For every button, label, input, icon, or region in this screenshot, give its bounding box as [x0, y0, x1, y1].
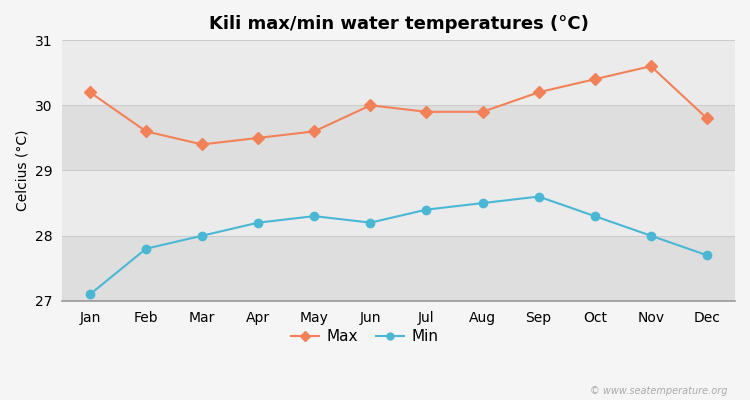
Y-axis label: Celcius (°C): Celcius (°C) [15, 130, 29, 211]
Min [310, 214, 319, 218]
Text: © www.seatemperature.org: © www.seatemperature.org [590, 386, 728, 396]
Max [534, 90, 543, 95]
Min [366, 220, 375, 225]
Max [310, 129, 319, 134]
Title: Kili max/min water temperatures (°C): Kili max/min water temperatures (°C) [209, 15, 589, 33]
Min [254, 220, 262, 225]
Min [534, 194, 543, 199]
Max [703, 116, 712, 121]
Max [422, 110, 431, 114]
Legend: Max, Min: Max, Min [285, 323, 445, 351]
Min [590, 214, 599, 218]
Line: Max: Max [86, 62, 711, 148]
Max [646, 64, 656, 68]
Min [646, 233, 656, 238]
Max [478, 110, 487, 114]
Bar [62, 170, 735, 236]
Max [86, 90, 94, 95]
Bar [62, 40, 735, 105]
Min [703, 253, 712, 258]
Max [142, 129, 151, 134]
Min [478, 201, 487, 206]
Max [254, 136, 262, 140]
Max [198, 142, 207, 147]
Max [366, 103, 375, 108]
Min [142, 246, 151, 251]
Line: Min: Min [86, 192, 711, 298]
Max [590, 77, 599, 82]
Bar [62, 236, 735, 301]
Min [422, 207, 431, 212]
Min [86, 292, 94, 297]
Min [198, 233, 207, 238]
Bar [62, 105, 735, 170]
